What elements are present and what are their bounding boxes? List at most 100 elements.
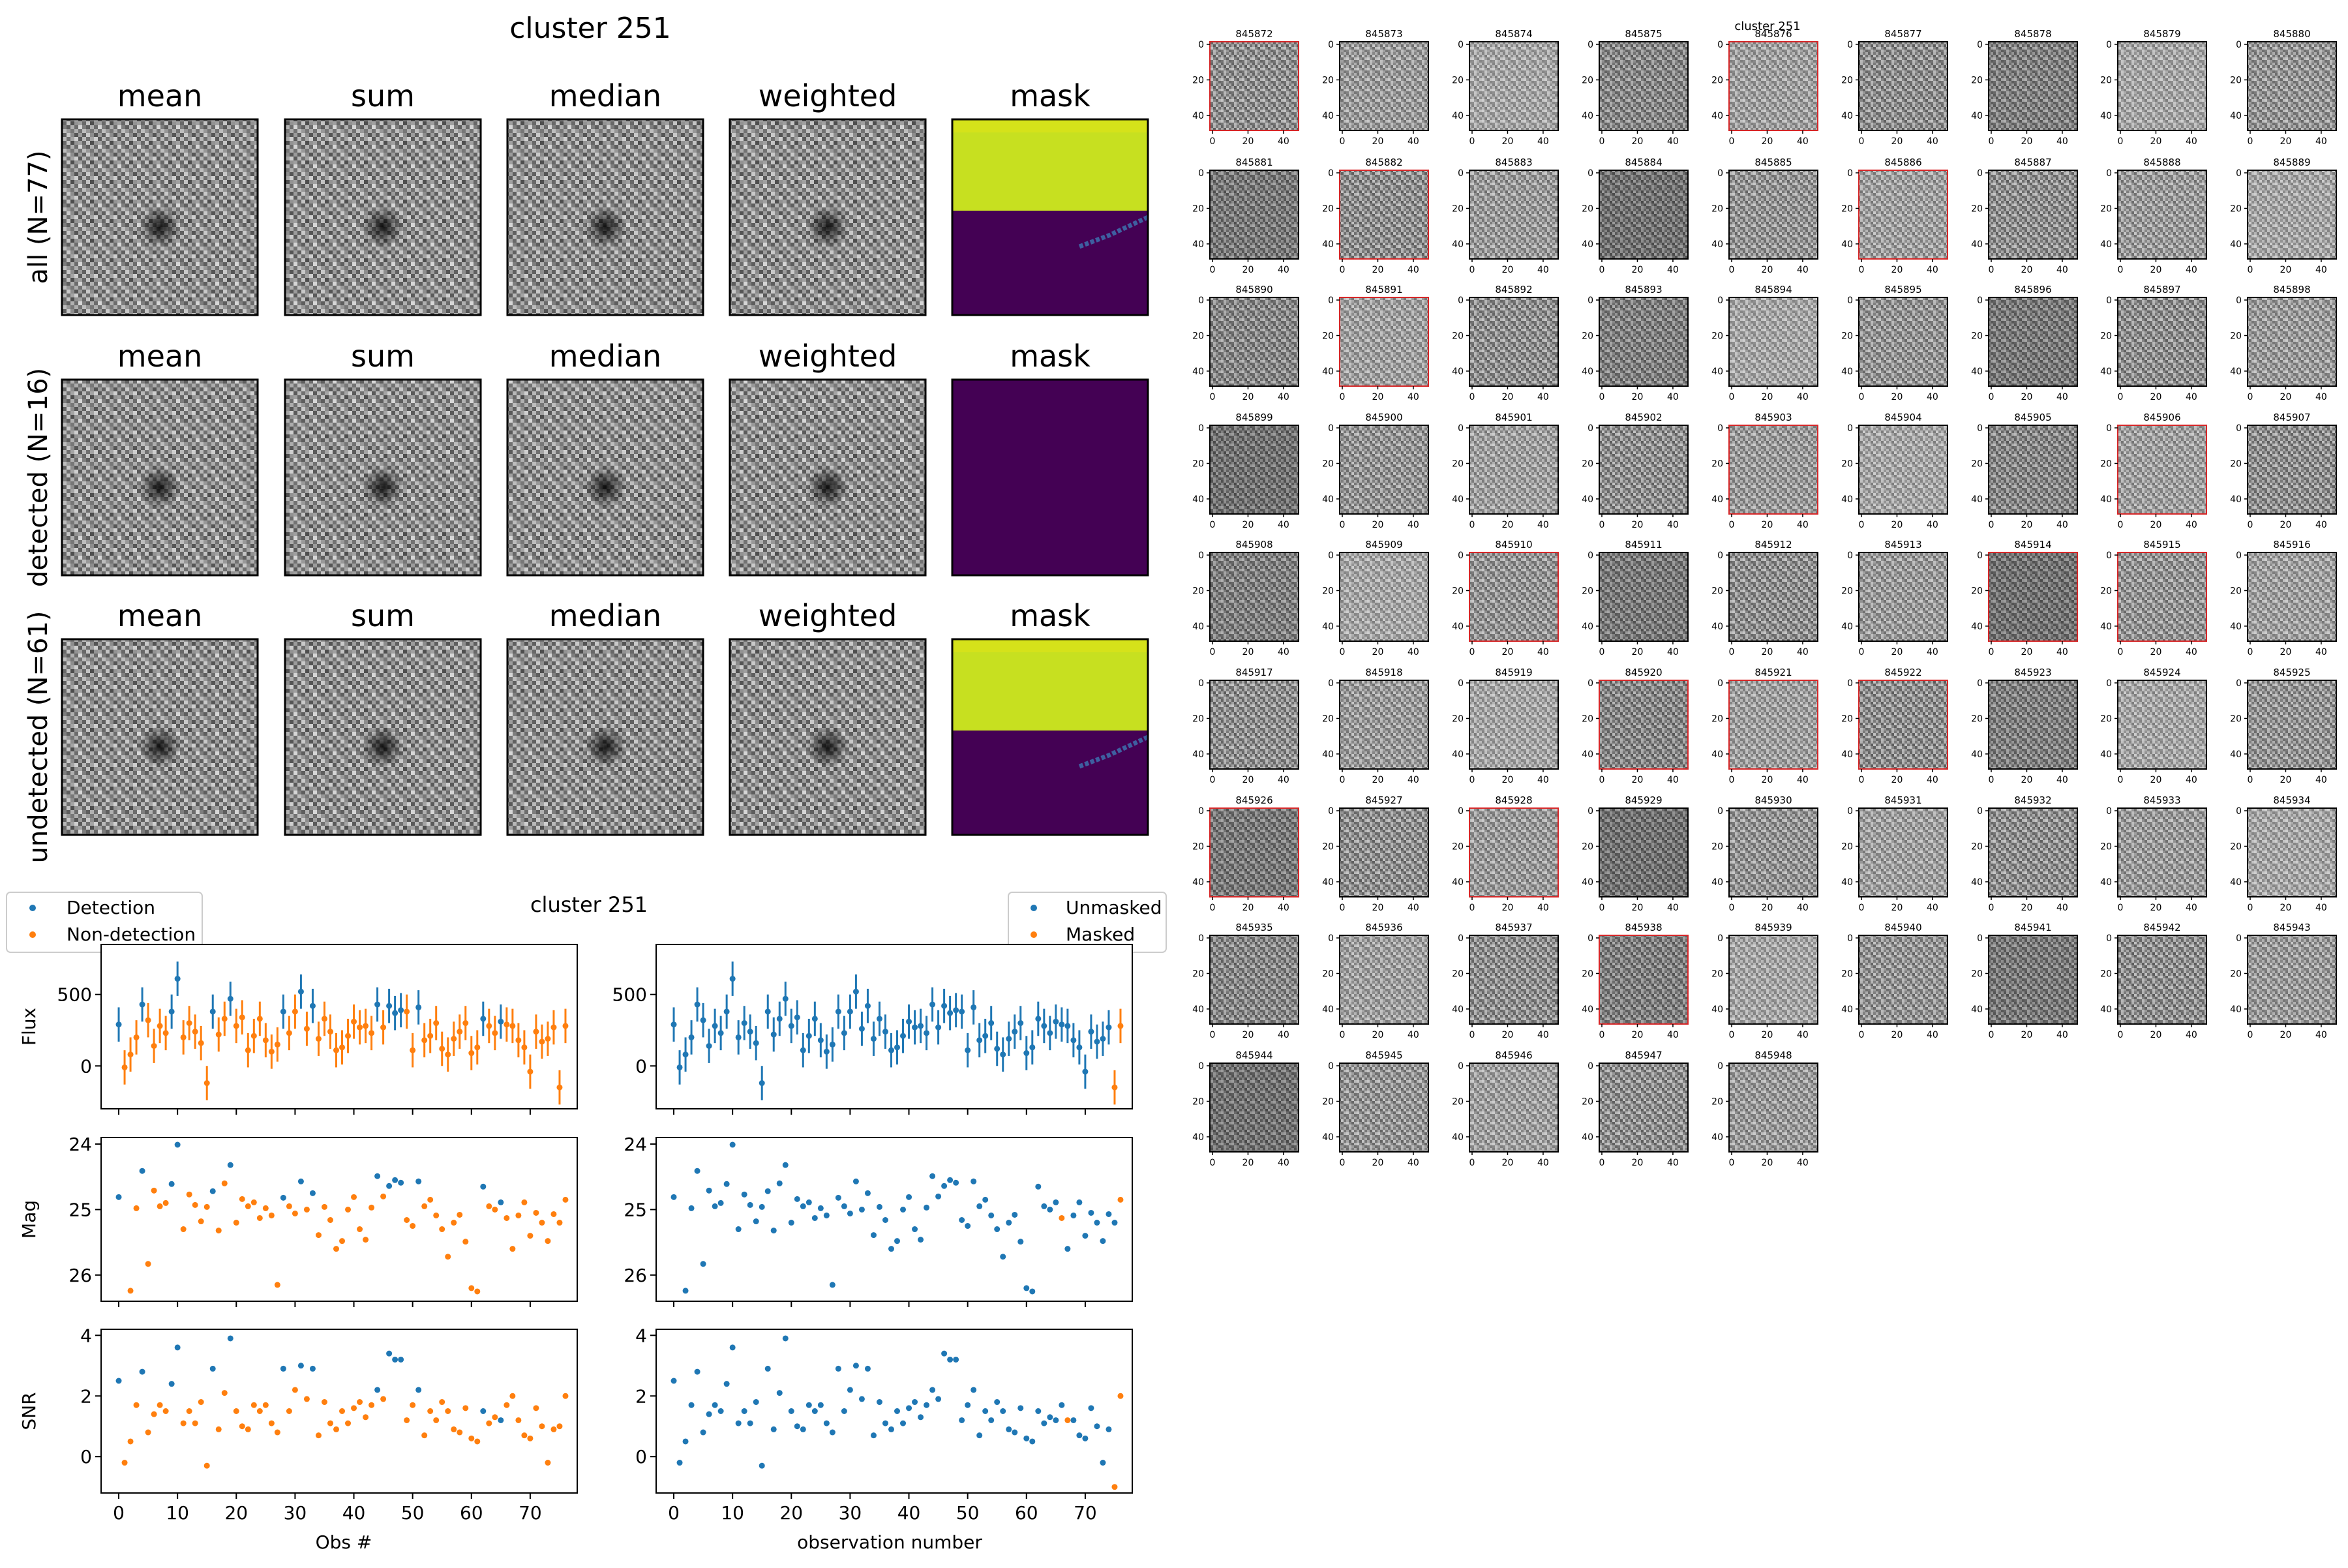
thumb-xtick-label: 0 xyxy=(1469,903,1475,913)
data-point xyxy=(157,1203,163,1209)
thumb-ytick-label: 40 xyxy=(1841,494,1853,505)
thumb-ytick-label: 0 xyxy=(1198,550,1204,561)
thumb-xtick-label: 20 xyxy=(2021,775,2033,785)
data-point xyxy=(1047,1030,1053,1036)
stamp-col-title: mean xyxy=(117,598,202,633)
y-axis-label: SNR xyxy=(18,1392,40,1430)
thumb-title: 845919 xyxy=(1495,667,1532,678)
plot-axes xyxy=(655,944,1133,1109)
thumb-image xyxy=(1989,552,2077,641)
thumb-xtick-label: 40 xyxy=(2315,136,2327,147)
thumb-ytick-label: 40 xyxy=(1582,111,1593,121)
thumb-image xyxy=(1729,680,1818,769)
thumb-image xyxy=(1340,935,1428,1024)
thumb-shade xyxy=(1859,552,1948,641)
data-point xyxy=(935,1024,942,1031)
data-point xyxy=(457,1211,463,1218)
thumb-xtick-label: 20 xyxy=(1891,775,1903,785)
data-point xyxy=(115,1194,122,1200)
thumb-xtick-label: 40 xyxy=(1667,1158,1679,1168)
data-point xyxy=(245,1426,251,1432)
thumb-xtick-label: 0 xyxy=(1729,903,1735,913)
data-point xyxy=(706,1187,712,1194)
thumb-shade xyxy=(1989,297,2077,386)
data-point xyxy=(369,1030,375,1036)
thumb-xtick-label: 20 xyxy=(2150,520,2162,530)
data-point xyxy=(982,1033,989,1039)
thumb-image xyxy=(1859,935,1948,1024)
data-point xyxy=(1000,1254,1006,1260)
data-point xyxy=(127,1288,134,1294)
thumb-ytick-label: 20 xyxy=(2230,459,2242,469)
thumb-xtick-label: 20 xyxy=(1762,647,1773,657)
thumb-xtick-label: 40 xyxy=(2056,520,2068,530)
thumb-ytick-label: 0 xyxy=(1717,933,1723,944)
thumb-title: 845934 xyxy=(2273,794,2310,806)
data-point xyxy=(1047,1206,1053,1213)
thumb-ytick-label: 0 xyxy=(1717,806,1723,817)
thumb-frame xyxy=(1858,297,1948,387)
thumb-title: 845926 xyxy=(1235,794,1272,806)
thumb-ytick-label: 0 xyxy=(2236,40,2242,50)
thumb-xtick-label: 20 xyxy=(2150,903,2162,913)
data-point xyxy=(906,1194,912,1200)
thumb-xtick-label: 40 xyxy=(2056,265,2068,275)
thumb-ytick-label: 0 xyxy=(1198,295,1204,306)
data-point xyxy=(504,1021,510,1028)
stamp-source xyxy=(362,206,404,248)
thumb-xtick-label: 20 xyxy=(1242,775,1254,785)
thumb-image xyxy=(1340,680,1428,769)
plot-axes xyxy=(100,1137,578,1302)
thumb-xtick-label: 40 xyxy=(2186,1030,2197,1040)
thumb-ytick-label: 0 xyxy=(1198,423,1204,434)
thumb-ytick-label: 20 xyxy=(2100,841,2112,852)
data-point xyxy=(700,1429,706,1436)
stamp-frame xyxy=(506,638,704,836)
data-point xyxy=(468,1435,475,1441)
data-point xyxy=(121,1064,128,1070)
data-point xyxy=(1100,1238,1106,1244)
thumb-title: 845947 xyxy=(1625,1049,1662,1061)
thumb-xtick-label: 0 xyxy=(1340,1158,1346,1168)
thumb-ytick-label: 40 xyxy=(1711,111,1723,121)
thumb-title: 845927 xyxy=(1365,794,1402,806)
thumb-title: 845896 xyxy=(2014,284,2051,295)
data-point xyxy=(145,1261,151,1267)
data-point xyxy=(888,1246,894,1252)
thumb-xtick-label: 0 xyxy=(2118,136,2124,147)
y-tick-label: 4 xyxy=(635,1325,647,1346)
thumb-image xyxy=(1599,680,1688,769)
thumb-title: 845942 xyxy=(2143,922,2180,933)
data-point xyxy=(723,1008,730,1015)
data-point xyxy=(682,1051,689,1058)
thumb-shade xyxy=(2248,297,2336,386)
thumb-ytick-label: 20 xyxy=(1971,204,1983,214)
thumb-ytick-label: 20 xyxy=(1452,586,1464,596)
data-point xyxy=(474,1044,481,1051)
data-point xyxy=(492,1414,498,1421)
data-point xyxy=(262,1402,269,1408)
thumb-ytick-label: 40 xyxy=(1971,239,1983,250)
thumb-xtick-label: 20 xyxy=(1372,903,1384,913)
thumb-ytick-label: 40 xyxy=(1322,749,1334,760)
thumb-shade xyxy=(1859,170,1948,259)
thumb-title: 845907 xyxy=(2273,412,2310,423)
data-point xyxy=(203,1080,210,1087)
data-point xyxy=(776,1016,783,1022)
x-tick-label: 10 xyxy=(721,1502,744,1524)
thumb-xtick-label: 0 xyxy=(1469,520,1475,530)
data-point xyxy=(333,1047,339,1053)
data-point xyxy=(870,1036,877,1042)
thumb-ytick-label: 20 xyxy=(1711,714,1723,724)
thumb-xtick-label: 0 xyxy=(2248,1030,2253,1040)
thumb-xtick-label: 40 xyxy=(2056,903,2068,913)
data-point xyxy=(509,1246,516,1252)
data-point xyxy=(817,1205,824,1211)
thumb-ytick-label: 20 xyxy=(1971,586,1983,596)
thumb-title: 845932 xyxy=(2014,794,2051,806)
stamp-frame xyxy=(951,118,1149,316)
thumb-image xyxy=(1469,935,1558,1024)
thumb-xtick-label: 0 xyxy=(1989,265,1994,275)
thumb-ytick-label: 0 xyxy=(1977,168,1983,179)
thumb-ytick-label: 0 xyxy=(1717,423,1723,434)
